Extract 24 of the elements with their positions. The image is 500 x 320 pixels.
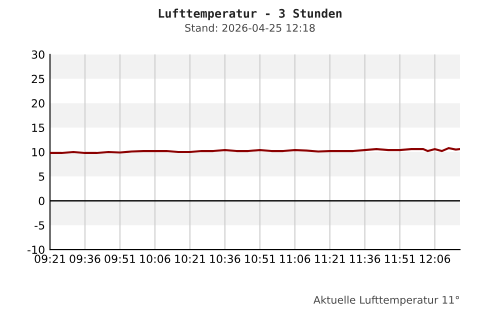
y-tick-label: -10: [28, 246, 44, 254]
x-tick-label: 12:06: [420, 254, 450, 264]
text: Aktuelle Lufttemperatur 11°: [313, 296, 460, 306]
chart-subtitle: Stand: 2026-04-25 12:18: [185, 24, 315, 32]
x-tick-label: 10:21: [175, 254, 205, 264]
x-tick-label: 10:51: [245, 254, 275, 264]
x-tick-label: 11:21: [315, 254, 345, 263]
x-tick-label: 10:06: [140, 254, 170, 264]
y-tick-label: 25: [32, 74, 44, 84]
x-tick-label: 11:51: [385, 254, 415, 264]
x-tick-label: 09:51: [104, 254, 135, 264]
chart-title: Lufttemperatur - 3 Stunden: [158, 8, 342, 20]
y-tick-label: 5: [38, 172, 44, 181]
x-tick-label: 09:21: [34, 254, 65, 264]
x-tick-label: 11:36: [350, 254, 380, 264]
y-tick-label: 15: [32, 124, 44, 132]
y-tick-label: -5: [34, 221, 44, 230]
x-tick-label: 09:36: [70, 254, 100, 264]
y-tick-label: 10: [32, 148, 44, 156]
y-tick-label: 30: [32, 50, 44, 59]
y-tick-label: 20: [32, 99, 44, 108]
x-tick-label: 10:36: [210, 254, 240, 264]
y-tick-label: 0: [38, 196, 44, 206]
x-tick-label: 11:06: [280, 254, 310, 264]
